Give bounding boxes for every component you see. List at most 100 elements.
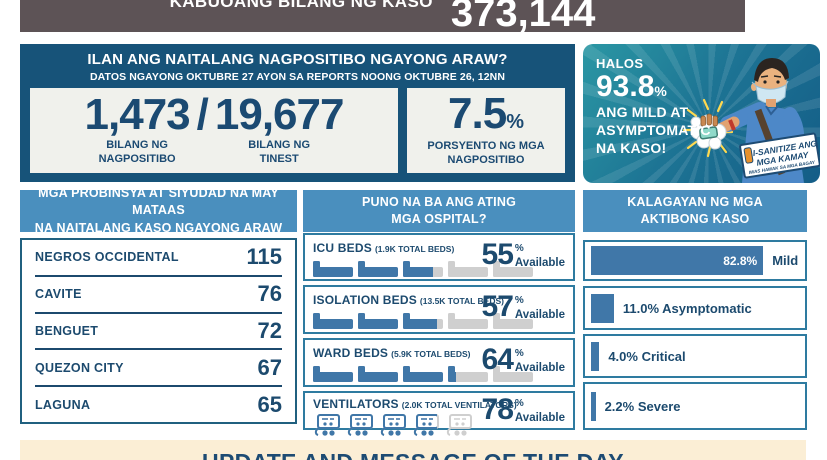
province-name: CAVITE xyxy=(35,287,82,302)
province-case-count: 76 xyxy=(257,281,282,307)
positives-subtitle: DATOS NGAYONG OKTUBRE 27 AYON SA REPORTS… xyxy=(89,71,506,83)
percent-sign: % xyxy=(654,83,667,99)
positivity-rate-value: 7.5% xyxy=(448,89,524,139)
province-name: LAGUNA xyxy=(35,397,91,412)
positive-count-label: BILANG NG NAGPOSITIBO xyxy=(98,139,176,165)
hair xyxy=(754,58,789,82)
availability-percent: 57 xyxy=(481,290,514,323)
severe-severity-card: 2.2% Severe xyxy=(583,382,807,430)
eyebrows xyxy=(760,75,782,78)
table-row: QUEZON CITY 67 xyxy=(35,350,282,388)
positive-count-value: 1,473 xyxy=(84,90,191,140)
severity-percent: 11.0% xyxy=(622,300,660,316)
total-cases-label: KABUOANG BILANG NG KASO xyxy=(169,0,433,11)
sign-marker-icon xyxy=(743,147,754,164)
collar xyxy=(765,105,779,116)
severity-label: Critical xyxy=(641,348,686,364)
bed-icon xyxy=(403,260,443,277)
mask-straps xyxy=(751,80,789,87)
active-cases-section-header: KALAGAYAN NG MGA AKTIBONG KASO xyxy=(583,190,807,232)
bed-icon xyxy=(493,312,533,329)
face-mask-icon xyxy=(755,84,787,104)
bed-icon xyxy=(358,260,398,277)
available-label: Available xyxy=(514,412,565,424)
total-beds-note: (13.5K TOTAL BEDS) xyxy=(419,296,504,306)
total-beds-note: (5.9K TOTAL BEDS) xyxy=(391,349,471,359)
isolation-beds-card: ISOLATION BEDS (13.5K TOTAL BEDS) 57 % Ava… xyxy=(303,285,575,334)
severity-percent: 82.8% xyxy=(723,253,758,268)
percent-sign: % xyxy=(506,111,524,134)
update-message-panel: UPDATE AND MESSAGE OF THE DAY xyxy=(20,440,806,460)
availability-stat: 57 % Available xyxy=(481,290,565,323)
total-cases-bar: KABUOANG BILANG NG KASO 373,144 xyxy=(20,0,745,33)
province-name: QUEZON CITY xyxy=(35,360,124,375)
mild-intro: HALOS xyxy=(596,56,644,71)
bed-icon xyxy=(448,365,488,382)
table-row: BENGUET 72 xyxy=(35,314,282,351)
positivity-rate-card: 7.5% PORSYENTO NG MGA NAGPOSITIBO xyxy=(407,88,565,173)
bed-icon xyxy=(313,312,353,329)
available-label: Available xyxy=(514,362,565,374)
ventilators-card: VENTILATORS (2.0K TOTAL VENTILATORS) 78 %… xyxy=(303,391,575,436)
hospital-row-title: VENTILATORS (2.0K TOTAL VENTILATORS) xyxy=(313,397,517,411)
severity-percent: 4.0% xyxy=(608,348,638,364)
availability-stat: 78 % Available xyxy=(481,393,565,426)
bed-icon xyxy=(493,260,533,277)
table-row: CAVITE 76 xyxy=(35,277,282,314)
critical-severity-card: 4.0% Critical xyxy=(583,334,807,378)
severity-bar xyxy=(591,293,614,323)
severity-label: Asymptomatic xyxy=(662,300,752,316)
province-case-count: 65 xyxy=(257,391,282,417)
bed-icons-row xyxy=(313,365,565,382)
bed-icons-row xyxy=(313,312,565,329)
hospitals-section-header: PUNO NA BA ANG ATING MGA OSPITAL? xyxy=(303,190,575,232)
ward-beds-card: WARD BEDS (5.9K TOTAL BEDS) 64 % Available xyxy=(303,338,575,387)
mild-line3: NA KASO! xyxy=(596,139,667,156)
availability-percent: 64 xyxy=(481,343,514,376)
left-eye xyxy=(763,80,767,84)
mild-line1: ANG MILD AT xyxy=(596,103,689,120)
province-case-count: 72 xyxy=(257,317,282,343)
available-label: Available xyxy=(514,309,565,321)
ventilator-icon xyxy=(313,413,341,438)
fingers xyxy=(700,113,718,127)
table-row: NEGROS OCCIDENTAL 115 xyxy=(35,240,282,277)
percent-sign: % xyxy=(514,348,524,359)
soap-bar-icon xyxy=(698,126,719,140)
availability-percent: 78 xyxy=(481,393,514,426)
tested-count-label: BILANG NG TINEST xyxy=(248,139,311,165)
ventilator-icon xyxy=(412,413,440,438)
total-ventilators-note: (2.0K TOTAL VENTILATORS) xyxy=(401,400,517,410)
bed-icon xyxy=(403,312,443,329)
sign-board xyxy=(739,132,820,179)
availability-percent: 55 xyxy=(481,238,514,271)
mild-line2: ASYMPTOMATIC xyxy=(596,121,711,138)
availability-stat: 55 % Available xyxy=(481,238,565,271)
severity-bar: 82.8% xyxy=(591,246,764,275)
handwashing-man-illustration: I-SANITIZE ANG MGA KAMAY IWAS HAWAK SA M… xyxy=(682,58,820,183)
neck xyxy=(766,99,776,107)
hospital-row-title: WARD BEDS (5.9K TOTAL BEDS) xyxy=(313,346,471,360)
sanitize-sign: I-SANITIZE ANG MGA KAMAY IWAS HAWAK SA M… xyxy=(739,132,820,179)
slash-separator: / xyxy=(196,90,209,140)
positive-counts-card: 1,473 BILANG NG NAGPOSITIBO / 19,677 BILA… xyxy=(30,88,398,173)
bed-icon xyxy=(358,312,398,329)
bed-icon xyxy=(358,365,398,382)
provinces-section-header: MGA PROBINSYA AT SIYUDAD NA MAY MATAAS N… xyxy=(20,186,297,235)
table-row: LAGUNA 65 xyxy=(35,387,282,422)
wristband xyxy=(728,119,736,131)
severity-percent: 2.2% xyxy=(604,398,635,414)
right-eye xyxy=(776,80,780,84)
province-name: NEGROS OCCIDENTAL xyxy=(35,250,179,265)
province-case-count: 67 xyxy=(257,354,282,380)
positives-cards: 1,473 BILANG NG NAGPOSITIBO / 19,677 BILA… xyxy=(30,88,565,173)
positivity-rate-label: PORSYENTO NG MGA NAGPOSITIBO xyxy=(427,140,545,167)
severity-label: Mild xyxy=(772,253,799,268)
severity-label: Severe xyxy=(637,398,681,414)
positives-panel: ILAN ANG NAITALANG NAGPOSITIBO NGAYONG A… xyxy=(20,44,575,182)
tested-count-group: 19,677 BILANG NG TINEST xyxy=(215,93,345,166)
bed-icon xyxy=(313,365,353,382)
availability-stat: 64 % Available xyxy=(481,343,565,376)
percent-sign: % xyxy=(514,295,524,306)
